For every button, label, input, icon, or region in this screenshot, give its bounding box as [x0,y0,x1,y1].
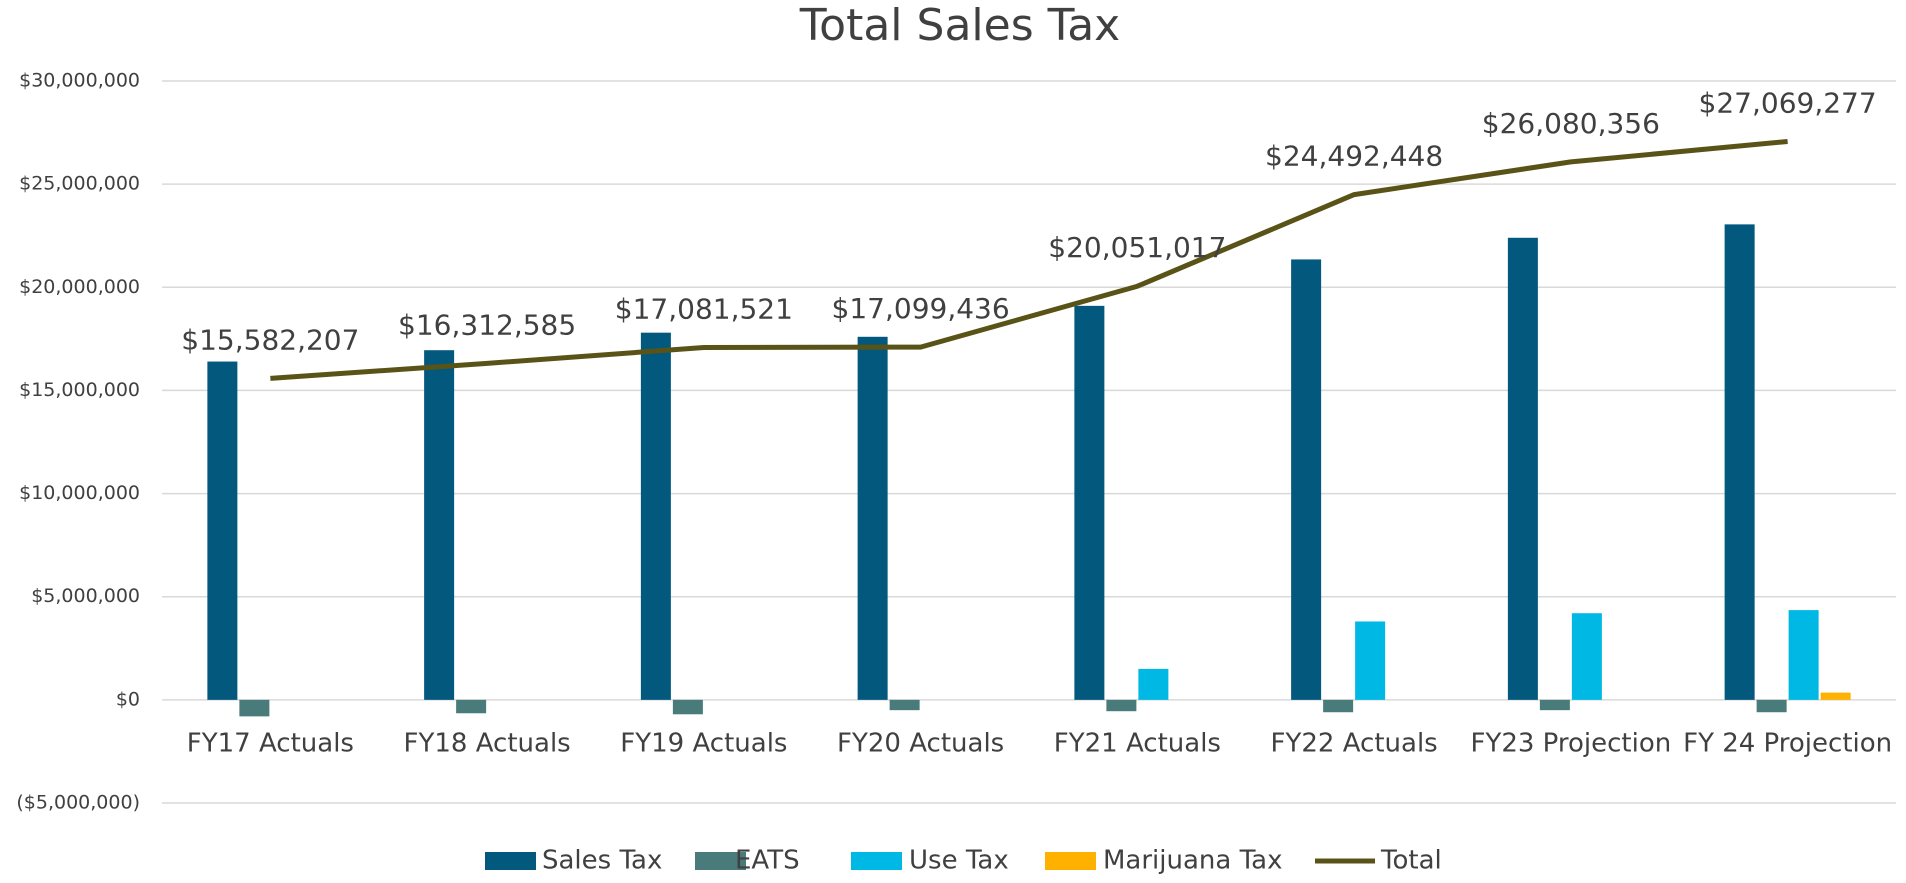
legend-swatch [695,852,746,870]
bar [456,699,487,714]
data-label: $27,069,277 [1699,86,1877,119]
bar [857,336,888,700]
bar [1074,305,1105,700]
bar [1323,699,1354,713]
legend-label: EATS [735,846,800,876]
legend-swatch [851,852,902,870]
bar [1507,237,1538,700]
data-label: $24,492,448 [1265,140,1443,173]
line [270,138,1788,381]
bar [207,361,238,700]
data-label: $17,081,521 [615,292,793,325]
legend-swatch [1045,852,1096,870]
bar [239,699,270,717]
y-tick-label: $5,000,000 [31,585,140,607]
legend-label: Sales Tax [542,846,662,876]
bar [1138,668,1169,700]
bar [1291,259,1322,700]
data-label: $20,051,017 [1048,231,1226,264]
bar [424,350,455,700]
data-label: $15,582,207 [181,323,359,356]
bar [1788,610,1819,700]
bar [640,332,671,700]
bar [1539,699,1570,711]
x-tick-label: FY 24 Projection [1683,729,1892,759]
bar [1571,613,1602,700]
chart-title: Total Sales Tax [799,0,1120,51]
y-tick-label: $30,000,000 [19,70,140,92]
legend-label: Total [1380,846,1442,876]
bar [889,699,920,711]
legend-swatch [485,852,536,870]
y-tick-label: $0 [116,688,140,710]
x-tick-label: FY20 Actuals [837,729,1004,759]
legend-label: Marijuana Tax [1103,846,1283,876]
y-tick-label: $15,000,000 [19,379,140,401]
y-tick-label: $25,000,000 [19,173,140,195]
bar [1106,699,1137,712]
x-tick-label: FY21 Actuals [1054,729,1221,759]
data-label: $17,099,436 [832,292,1010,325]
y-tick-label: ($5,000,000) [16,792,140,814]
bar [1756,699,1787,713]
data-label: $16,312,585 [398,308,576,341]
x-tick-label: FY22 Actuals [1271,729,1438,759]
y-tick-label: $10,000,000 [19,482,140,504]
x-tick-label: FY18 Actuals [404,729,571,759]
bar [672,699,703,715]
y-tick-label: $20,000,000 [19,276,140,298]
x-tick-label: FY19 Actuals [620,729,787,759]
data-label: $26,080,356 [1482,107,1660,140]
bar [1355,621,1386,700]
x-tick-label: FY17 Actuals [187,729,354,759]
legend-label: Use Tax [909,846,1009,876]
bar [1724,224,1755,700]
x-tick-label: FY23 Projection [1470,729,1671,759]
bar [1820,692,1851,700]
